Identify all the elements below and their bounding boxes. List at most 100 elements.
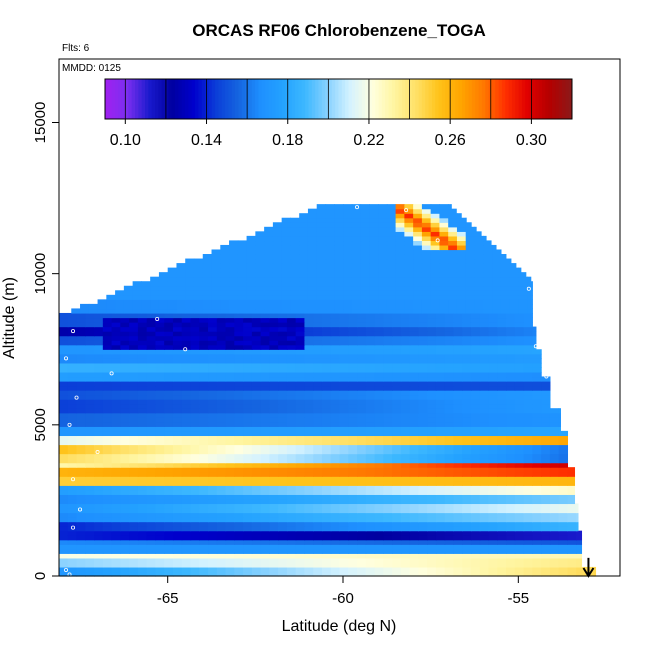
heat-cell	[287, 544, 296, 549]
heat-cell	[226, 485, 235, 490]
heat-cell	[199, 494, 208, 499]
heat-cell	[532, 485, 541, 490]
heat-cell	[304, 485, 313, 490]
heat-cell	[436, 431, 445, 436]
heat-cell	[466, 259, 475, 264]
heat-cell	[176, 268, 185, 273]
heat-cell	[343, 231, 352, 236]
heat-cell	[480, 318, 489, 323]
heat-cell	[387, 286, 396, 291]
heat-cell	[497, 531, 506, 536]
heat-cell	[497, 381, 506, 386]
heat-cell	[164, 417, 173, 422]
heat-cell	[410, 395, 419, 400]
heat-cell	[352, 213, 361, 218]
heat-cell	[313, 372, 322, 377]
colorbar-swatch	[318, 79, 322, 119]
heat-cell	[278, 322, 287, 327]
heat-cell	[313, 349, 322, 354]
colorbar-swatch	[152, 79, 156, 119]
heat-cell	[375, 463, 384, 468]
heat-cell	[94, 336, 103, 341]
heat-cell	[518, 299, 527, 304]
heat-cell	[77, 449, 86, 454]
heat-cell	[515, 408, 524, 413]
heat-cell	[287, 553, 296, 558]
heat-cell	[243, 395, 252, 400]
heat-cell	[357, 349, 366, 354]
heat-cell	[173, 458, 182, 463]
heat-cell	[439, 259, 448, 264]
heat-cell	[436, 349, 445, 354]
heat-cell	[199, 435, 208, 440]
heat-cell	[515, 318, 524, 323]
heat-cell	[515, 485, 524, 490]
heat-cell	[401, 549, 410, 554]
heat-cell	[532, 444, 541, 449]
heat-cell	[348, 417, 357, 422]
heat-cell	[138, 372, 147, 377]
heat-cell	[497, 358, 506, 363]
heat-cell	[68, 435, 77, 440]
heat-cell	[431, 304, 440, 309]
heat-cell	[348, 449, 357, 454]
heat-cell	[387, 218, 396, 223]
heat-cell	[317, 231, 326, 236]
heat-cell	[445, 322, 454, 327]
heat-cell	[164, 531, 173, 536]
heat-cell	[448, 231, 457, 236]
heat-cell	[532, 422, 541, 427]
heat-cell	[471, 553, 480, 558]
heat-cell	[357, 503, 366, 508]
heat-cell	[103, 431, 112, 436]
heat-cell	[77, 544, 86, 549]
heat-cell	[524, 494, 533, 499]
heat-cell	[348, 367, 357, 372]
heat-cell	[252, 508, 261, 513]
heat-cell	[194, 277, 203, 282]
heat-cell	[369, 290, 378, 295]
heat-cell	[474, 290, 483, 295]
heat-cell	[418, 490, 427, 495]
heat-cell	[445, 549, 454, 554]
heat-cell	[480, 404, 489, 409]
heat-cell	[296, 449, 305, 454]
heat-cell	[518, 308, 527, 313]
heat-cell	[112, 531, 121, 536]
heat-cell	[282, 218, 291, 223]
heat-cell	[357, 531, 366, 536]
heat-cell	[68, 481, 77, 486]
heat-cell	[278, 318, 287, 323]
heat-cell	[155, 399, 164, 404]
heat-cell	[304, 553, 313, 558]
heat-cell	[243, 513, 252, 518]
heat-cell	[85, 435, 94, 440]
heat-cell	[217, 531, 226, 536]
heat-cell	[234, 467, 243, 472]
heat-cell	[401, 522, 410, 527]
heat-cell	[290, 286, 299, 291]
heat-cell	[532, 481, 541, 486]
heat-cell	[401, 386, 410, 391]
heat-cell	[436, 485, 445, 490]
heat-cell	[296, 440, 305, 445]
heat-cell	[229, 295, 238, 300]
heat-cell	[418, 376, 427, 381]
heat-cell	[313, 544, 322, 549]
heat-cell	[559, 522, 568, 527]
heat-cell	[489, 522, 498, 527]
heat-cell	[138, 390, 147, 395]
heat-cell	[290, 281, 299, 286]
heat-cell	[334, 290, 343, 295]
heat-cell	[317, 286, 326, 291]
heat-cell	[243, 558, 252, 563]
heat-cell	[208, 449, 217, 454]
heat-cell	[304, 381, 313, 386]
heat-cell	[182, 567, 191, 572]
heat-cell	[418, 331, 427, 336]
heat-cell	[559, 549, 568, 554]
heat-cell	[431, 277, 440, 282]
heat-cell	[85, 535, 94, 540]
heat-cell	[194, 295, 203, 300]
heat-cell	[550, 494, 559, 499]
